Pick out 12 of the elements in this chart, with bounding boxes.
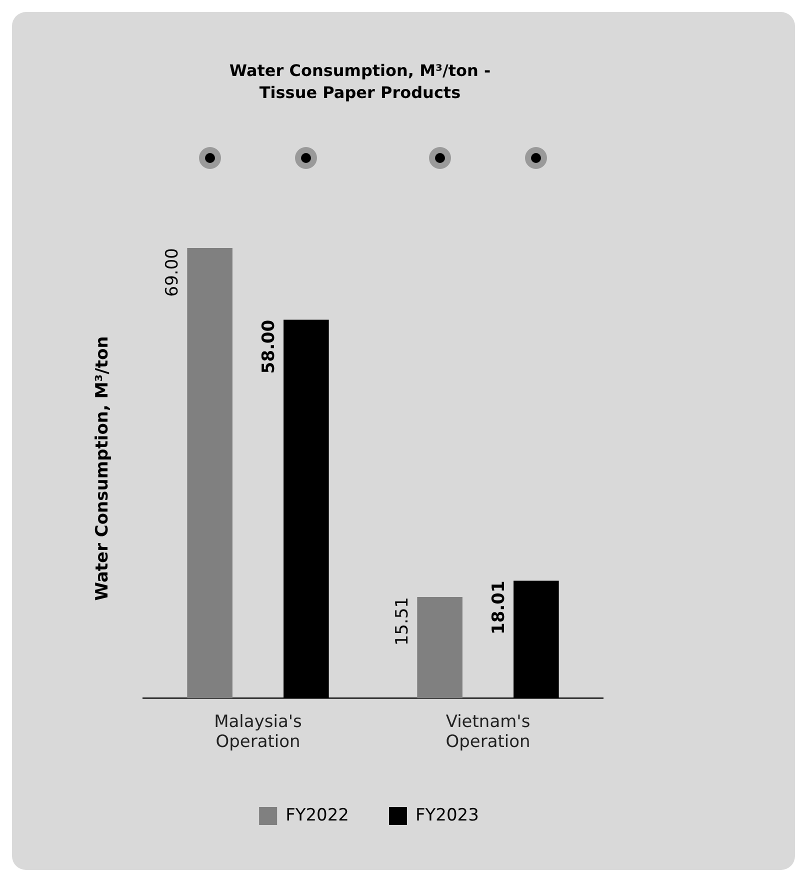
data-label: 18.01 — [488, 580, 509, 634]
chart-title: Water Consumption, M³/ton - Tissue Paper Products — [228, 60, 492, 104]
bar — [187, 248, 232, 698]
data-label: 15.51 — [392, 597, 413, 646]
bar — [417, 597, 462, 698]
legend-label: FY2023 — [416, 805, 479, 826]
x-tick-label: Vietnam's Operation — [446, 712, 530, 752]
x-tick-label: Malaysia's Operation — [214, 712, 302, 752]
data-label: 58.00 — [258, 320, 279, 374]
legend-label: FY2022 — [286, 805, 350, 826]
data-label: 69.00 — [162, 248, 183, 297]
y-axis-title: Water Consumption, M³/ton — [92, 336, 112, 601]
